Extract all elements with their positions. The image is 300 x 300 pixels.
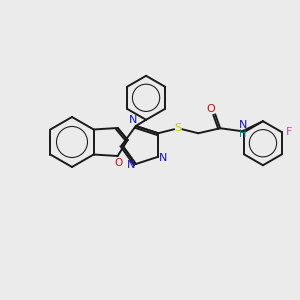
Text: O: O — [207, 104, 216, 114]
Text: N: N — [127, 160, 135, 170]
Text: N: N — [129, 115, 137, 125]
Text: N: N — [159, 153, 167, 163]
Text: F: F — [286, 127, 292, 137]
Text: O: O — [115, 158, 123, 168]
Text: S: S — [175, 123, 182, 133]
Text: H: H — [239, 129, 247, 139]
Text: N: N — [239, 120, 248, 130]
